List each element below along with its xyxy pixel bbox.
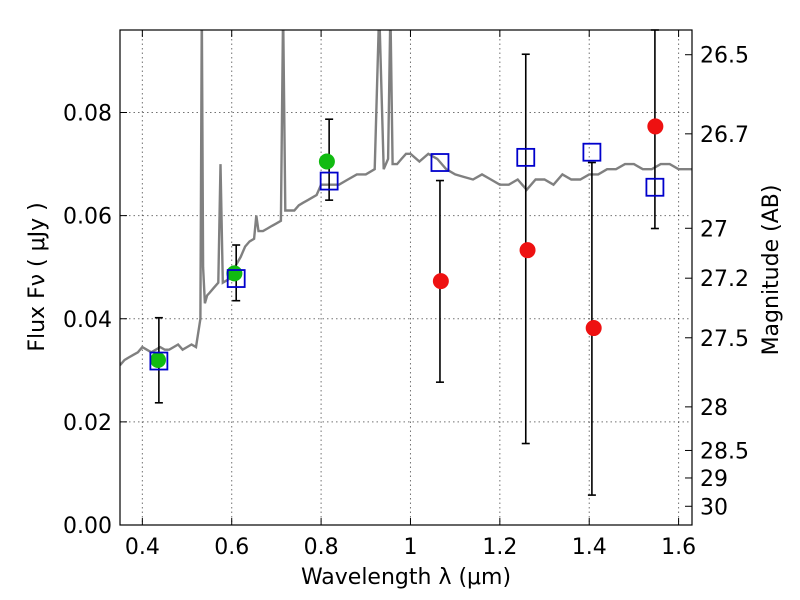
y2-tick-label: 28 (700, 396, 728, 421)
y2-tick-label: 30 (700, 495, 728, 520)
y2-tick-label: 28.5 (700, 439, 749, 464)
y2-tick-label: 27 (700, 217, 728, 242)
model-spectrum-layer (120, 30, 692, 366)
red-point (519, 242, 536, 259)
green-point (226, 265, 243, 282)
y2-tick-label: 27.2 (700, 267, 749, 292)
y-tick-label: 0.02 (63, 411, 112, 436)
green-point (149, 352, 166, 368)
red-point (432, 273, 449, 290)
errorbar-layer (154, 29, 659, 496)
x-tick-label: 1 (403, 535, 417, 560)
red-point (585, 320, 602, 337)
y2-tick-label: 26.7 (700, 123, 749, 148)
y2-tick-label: 29 (700, 467, 728, 492)
y2-tick-label: 26.5 (700, 44, 749, 69)
x-tick-label: 0.4 (125, 535, 160, 560)
x-tick-label: 1.2 (482, 535, 517, 560)
blue-square-point (430, 153, 450, 172)
y-tick-label: 0.06 (63, 205, 112, 230)
x-tick-label: 0.8 (304, 535, 339, 560)
ticks-layer: 0.4 0.6 0.8 1 1.2 1.4 1.6 0.00 0.02 0.04 0.06 0.08 2… (63, 30, 749, 560)
green-point (318, 153, 335, 170)
x-axis-title: Wavelength λ (μm) (301, 565, 511, 590)
blue-square-point (149, 351, 169, 371)
x-tick-label: 1.6 (661, 535, 696, 560)
blue-square-point (582, 142, 602, 162)
y-axis-title: Flux Fν ( μJy ) (25, 202, 50, 351)
y2-tick-label: 27.5 (700, 327, 749, 352)
x-tick-label: 1.4 (572, 535, 607, 560)
y2-axis-title: Magnitude (AB) (759, 185, 784, 356)
red-point (647, 118, 664, 135)
y-tick-label: 0.08 (63, 102, 112, 127)
y-tick-label: 0.00 (63, 514, 112, 539)
marker-layer (149, 118, 665, 371)
blue-square-point (226, 269, 246, 288)
x-tick-label: 0.6 (214, 535, 249, 560)
grid (120, 30, 692, 525)
y-tick-label: 0.04 (63, 308, 112, 333)
plot-frame (119, 29, 693, 526)
blue-square-point (516, 147, 536, 167)
blue-square-point (319, 171, 339, 191)
blue-square-point (645, 177, 665, 197)
model-spectrum-line (120, 30, 692, 366)
